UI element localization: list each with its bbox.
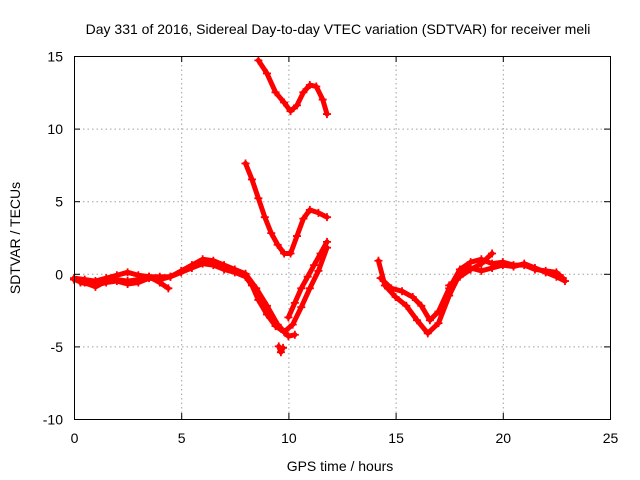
series-line	[246, 163, 327, 253]
x-tick-label: 15	[388, 430, 404, 446]
series-arc-4	[275, 342, 287, 356]
y-tick-label: 0	[55, 266, 63, 282]
x-tick-label: 5	[178, 430, 186, 446]
sdtvar-chart: Day 331 of 2016, Sidereal Day-to-day VTE…	[0, 0, 640, 480]
series-arc-9	[377, 255, 567, 324]
y-tick-label: 5	[55, 194, 63, 210]
grid	[74, 56, 610, 419]
series-arc-7	[254, 56, 331, 118]
y-tick-label: 10	[47, 121, 63, 137]
y-tick-label: 15	[47, 49, 63, 65]
plot-frame	[75, 57, 611, 420]
y-tick-label: -10	[43, 412, 63, 428]
chart-title: Day 331 of 2016, Sidereal Day-to-day VTE…	[86, 21, 591, 37]
series-arc-6	[242, 159, 331, 257]
x-axis-label: GPS time / hours	[287, 458, 394, 474]
x-tick-label: 0	[71, 430, 79, 446]
y-axis-label: SDTVAR / TECUs	[7, 182, 23, 294]
x-tick-label: 10	[281, 430, 297, 446]
x-tick-label: 20	[496, 430, 512, 446]
series-arc-2	[70, 255, 299, 340]
data-series	[70, 56, 569, 356]
y-tick-label: -5	[51, 339, 64, 355]
x-tick-label: 25	[603, 430, 619, 446]
